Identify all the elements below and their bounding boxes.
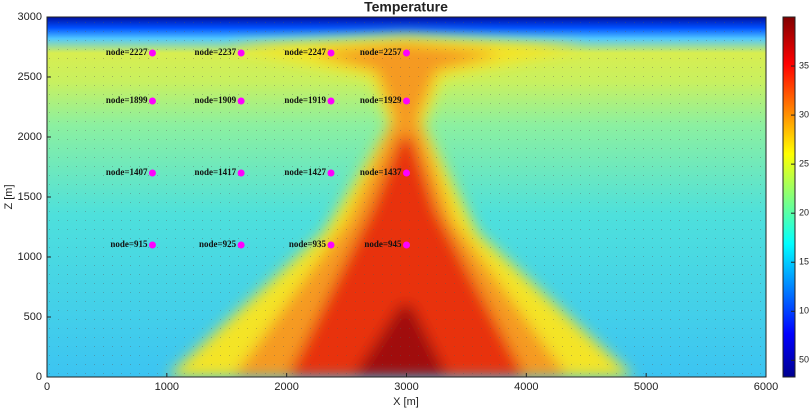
colorbar-tick-label: 200 bbox=[799, 208, 809, 218]
node-marker bbox=[327, 169, 335, 177]
node-label: node=925 bbox=[199, 239, 237, 249]
node-marker bbox=[327, 97, 335, 105]
colorbar-tick-label: 350 bbox=[799, 60, 809, 70]
x-tick-label: 4000 bbox=[514, 381, 538, 393]
node-marker bbox=[148, 49, 156, 57]
node-marker bbox=[237, 241, 245, 249]
colorbar-tick-label: 150 bbox=[799, 257, 809, 267]
x-tick-label: 2000 bbox=[274, 381, 298, 393]
y-tick-label: 2000 bbox=[18, 131, 42, 143]
x-tick-label: 0 bbox=[44, 381, 50, 393]
colorbar bbox=[782, 16, 796, 378]
node-label: node=1929 bbox=[360, 95, 402, 105]
chart-title: Temperature bbox=[364, 0, 448, 15]
x-tick-label: 1000 bbox=[155, 381, 179, 393]
node-marker bbox=[148, 241, 156, 249]
y-axis-label: Z [m] bbox=[3, 184, 15, 209]
node-label: node=915 bbox=[110, 239, 148, 249]
node-label: node=2247 bbox=[284, 47, 326, 57]
colorbar-tick-label: 100 bbox=[799, 306, 809, 316]
node-label: node=1899 bbox=[106, 95, 148, 105]
x-axis-label: X [m] bbox=[393, 396, 419, 408]
temperature-field bbox=[47, 17, 766, 377]
x-tick-label: 5000 bbox=[634, 381, 658, 393]
node-label: node=1427 bbox=[284, 167, 326, 177]
node-marker bbox=[403, 169, 410, 177]
node-label: node=1909 bbox=[194, 95, 236, 105]
node-marker bbox=[148, 97, 156, 105]
colorbar-tick-label: 250 bbox=[799, 159, 809, 169]
x-tick-label: 3000 bbox=[394, 381, 418, 393]
y-tick-label: 1500 bbox=[18, 191, 42, 203]
y-tick-label: 1000 bbox=[18, 251, 42, 263]
node-marker bbox=[403, 241, 410, 249]
node-label: node=1407 bbox=[106, 167, 148, 177]
y-tick-label: 3000 bbox=[18, 11, 42, 23]
node-marker bbox=[148, 169, 156, 177]
y-tick-label: 0 bbox=[36, 371, 42, 383]
node-label: node=1919 bbox=[284, 95, 326, 105]
node-marker bbox=[237, 97, 245, 105]
node-marker bbox=[327, 241, 335, 249]
y-tick-label: 500 bbox=[24, 311, 42, 323]
node-marker bbox=[403, 49, 410, 57]
node-label: node=2227 bbox=[106, 47, 148, 57]
node-label: node=945 bbox=[364, 239, 402, 249]
node-marker bbox=[237, 169, 245, 177]
node-marker bbox=[237, 49, 245, 57]
node-marker bbox=[327, 49, 335, 57]
node-label: node=935 bbox=[289, 239, 327, 249]
node-label: node=2237 bbox=[194, 47, 236, 57]
node-label: node=1437 bbox=[360, 167, 402, 177]
node-label: node=2257 bbox=[360, 47, 402, 57]
node-label: node=1417 bbox=[194, 167, 236, 177]
colorbar-tick-label: 300 bbox=[799, 109, 809, 119]
colorbar-tick-label: 50 bbox=[799, 355, 809, 365]
node-marker bbox=[403, 97, 410, 105]
y-tick-label: 2500 bbox=[18, 71, 42, 83]
x-tick-label: 6000 bbox=[754, 381, 778, 393]
